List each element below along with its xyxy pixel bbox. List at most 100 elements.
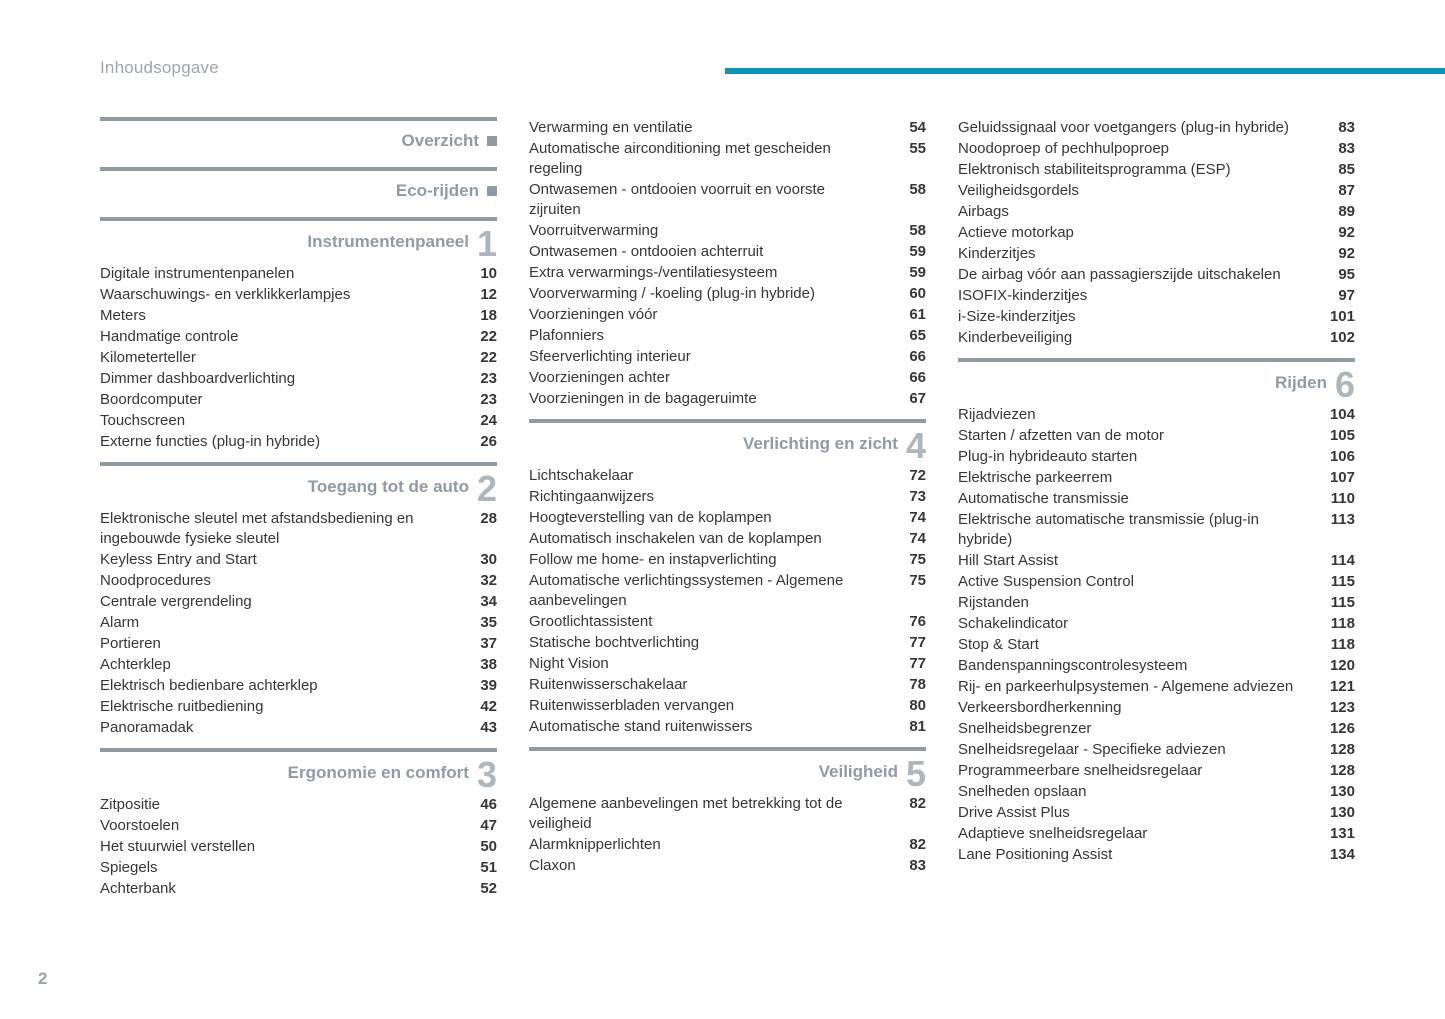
toc-entry[interactable]: Achterklep38 (100, 654, 497, 675)
toc-entry[interactable]: Voorzieningen vóór61 (529, 304, 926, 325)
toc-entry-page: 126 (1325, 719, 1355, 739)
toc-entry[interactable]: Claxon83 (529, 855, 926, 876)
toc-entry[interactable]: Centrale vergrendeling34 (100, 591, 497, 612)
toc-entry-label: Plafonniers (529, 326, 878, 346)
toc-entry[interactable]: Zitpositie46 (100, 794, 497, 815)
toc-entry[interactable]: Active Suspension Control115 (958, 571, 1355, 592)
toc-entry-page: 75 (896, 550, 926, 570)
toc-entry-label: Digitale instrumentenpanelen (100, 264, 449, 284)
toc-entry[interactable]: Grootlichtassistent76 (529, 611, 926, 632)
toc-entry[interactable]: Automatisch inschakelen van de koplampen… (529, 528, 926, 549)
toc-entry[interactable]: Statische bochtverlichting77 (529, 632, 926, 653)
toc-entry[interactable]: Programmeerbare snelheidsregelaar128 (958, 760, 1355, 781)
toc-entry[interactable]: Night Vision77 (529, 653, 926, 674)
toc-entry[interactable]: Boordcomputer23 (100, 389, 497, 410)
toc-entry[interactable]: Algemene aanbevelingen met betrekking to… (529, 793, 926, 834)
toc-entry[interactable]: Ontwasemen - ontdooien achterruit59 (529, 241, 926, 262)
toc-entry[interactable]: Verkeersbordherkenning123 (958, 697, 1355, 718)
toc-entry[interactable]: Waarschuwings- en verklikkerlampjes12 (100, 284, 497, 305)
toc-entry[interactable]: Elektrische automatische transmissie (pl… (958, 509, 1355, 550)
toc-entry[interactable]: Hill Start Assist114 (958, 550, 1355, 571)
toc-entry[interactable]: Lichtschakelaar72 (529, 465, 926, 486)
toc-entry[interactable]: Schakelindicator118 (958, 613, 1355, 634)
toc-entry[interactable]: Alarmknipperlichten82 (529, 834, 926, 855)
toc-entry[interactable]: Dimmer dashboardverlichting23 (100, 368, 497, 389)
toc-entry-label: Ontwasemen - ontdooien achterruit (529, 242, 878, 262)
toc-entry[interactable]: Voorzieningen in de bagageruimte67 (529, 388, 926, 409)
toc-entry-label: Kilometerteller (100, 348, 449, 368)
toc-entry[interactable]: Handmatige controle22 (100, 326, 497, 347)
toc-section: Rijden6Rijadviezen104Starten / afzetten … (958, 358, 1355, 865)
toc-entry-page: 83 (896, 856, 926, 876)
toc-entry[interactable]: Keyless Entry and Start30 (100, 549, 497, 570)
toc-entry[interactable]: Veiligheidsgordels87 (958, 180, 1355, 201)
toc-entry[interactable]: Plug-in hybrideauto starten106 (958, 446, 1355, 467)
toc-entry[interactable]: Stop & Start118 (958, 634, 1355, 655)
toc-entry[interactable]: Richtingaanwijzers73 (529, 486, 926, 507)
toc-entry[interactable]: Elektronisch stabiliteitsprogramma (ESP)… (958, 159, 1355, 180)
toc-entry[interactable]: Actieve motorkap92 (958, 222, 1355, 243)
toc-entry-page: 78 (896, 675, 926, 695)
toc-entry[interactable]: Airbags89 (958, 201, 1355, 222)
toc-entry[interactable]: Lane Positioning Assist134 (958, 844, 1355, 865)
toc-entry[interactable]: Voorruitverwarming58 (529, 220, 926, 241)
toc-entry[interactable]: Automatische stand ruitenwissers81 (529, 716, 926, 737)
toc-entry[interactable]: Automatische verlichtingssystemen - Alge… (529, 570, 926, 611)
toc-section: Geluidssignaal voor voetgangers (plug-in… (958, 117, 1355, 348)
toc-entry[interactable]: Touchscreen24 (100, 410, 497, 431)
toc-entry[interactable]: i-Size-kinderzitjes101 (958, 306, 1355, 327)
toc-entry[interactable]: Digitale instrumentenpanelen10 (100, 263, 497, 284)
toc-entry[interactable]: Rij- en parkeerhulpsystemen - Algemene a… (958, 676, 1355, 697)
section-rows: Geluidssignaal voor voetgangers (plug-in… (958, 117, 1355, 348)
toc-entry[interactable]: Follow me home- en instapverlichting75 (529, 549, 926, 570)
toc-entry[interactable]: Snelheidsbegrenzer126 (958, 718, 1355, 739)
toc-entry[interactable]: Bandenspanningscontrolesysteem120 (958, 655, 1355, 676)
toc-entry[interactable]: Ontwasemen - ontdooien voorruit en voors… (529, 179, 926, 220)
toc-entry[interactable]: Voorstoelen47 (100, 815, 497, 836)
toc-entry[interactable]: Kilometerteller22 (100, 347, 497, 368)
toc-entry[interactable]: Automatische transmissie110 (958, 488, 1355, 509)
toc-entry[interactable]: Hoogteverstelling van de koplampen74 (529, 507, 926, 528)
toc-entry[interactable]: Drive Assist Plus130 (958, 802, 1355, 823)
toc-entry[interactable]: Verwarming en ventilatie54 (529, 117, 926, 138)
toc-entry-page: 22 (467, 327, 497, 347)
toc-entry[interactable]: Sfeerverlichting interieur66 (529, 346, 926, 367)
toc-entry[interactable]: Portieren37 (100, 633, 497, 654)
toc-entry[interactable]: Kinderbeveiliging102 (958, 327, 1355, 348)
toc-entry[interactable]: De airbag vóór aan passagierszijde uitsc… (958, 264, 1355, 285)
toc-entry[interactable]: ISOFIX-kinderzitjes97 (958, 285, 1355, 306)
toc-entry[interactable]: Rijstanden115 (958, 592, 1355, 613)
toc-entry[interactable]: Noodprocedures32 (100, 570, 497, 591)
toc-entry[interactable]: Ruitenwisserbladen vervangen80 (529, 695, 926, 716)
toc-entry[interactable]: Alarm35 (100, 612, 497, 633)
toc-entry[interactable]: Externe functies (plug-in hybride)26 (100, 431, 497, 452)
toc-entry[interactable]: Extra verwarmings-/ventilatiesysteem59 (529, 262, 926, 283)
toc-entry[interactable]: Automatische airconditioning met geschei… (529, 138, 926, 179)
toc-entry[interactable]: Snelheidsregelaar - Specifieke adviezen1… (958, 739, 1355, 760)
toc-entry[interactable]: Kinderzitjes92 (958, 243, 1355, 264)
toc-entry[interactable]: Rijadviezen104 (958, 404, 1355, 425)
toc-entry[interactable]: Snelheden opslaan130 (958, 781, 1355, 802)
toc-entry-page: 75 (896, 571, 926, 591)
toc-entry[interactable]: Voorzieningen achter66 (529, 367, 926, 388)
toc-entry[interactable]: Elektrisch bedienbare achterklep39 (100, 675, 497, 696)
toc-entry[interactable]: Achterbank52 (100, 878, 497, 899)
toc-entry[interactable]: Panoramadak43 (100, 717, 497, 738)
toc-entry-label: Rijadviezen (958, 405, 1307, 425)
toc-entry[interactable]: Spiegels51 (100, 857, 497, 878)
toc-entry[interactable]: Elektrische parkeerrem107 (958, 467, 1355, 488)
toc-entry[interactable]: Meters18 (100, 305, 497, 326)
toc-entry[interactable]: Elektronische sleutel met afstandsbedien… (100, 508, 497, 549)
toc-entry[interactable]: Plafonniers65 (529, 325, 926, 346)
toc-entry[interactable]: Geluidssignaal voor voetgangers (plug-in… (958, 117, 1355, 138)
toc-entry[interactable]: Starten / afzetten van de motor105 (958, 425, 1355, 446)
toc-entry[interactable]: Elektrische ruitbediening42 (100, 696, 497, 717)
toc-entry[interactable]: Het stuurwiel verstellen50 (100, 836, 497, 857)
toc-entry[interactable]: Adaptieve snelheidsregelaar131 (958, 823, 1355, 844)
square-marker-icon (487, 186, 497, 196)
toc-entry-label: Meters (100, 306, 449, 326)
toc-entry[interactable]: Noodoproep of pechhulpoproep83 (958, 138, 1355, 159)
toc-entry-label: Stop & Start (958, 635, 1307, 655)
toc-entry[interactable]: Voorverwarming / -koeling (plug-in hybri… (529, 283, 926, 304)
toc-entry[interactable]: Ruitenwisserschakelaar78 (529, 674, 926, 695)
